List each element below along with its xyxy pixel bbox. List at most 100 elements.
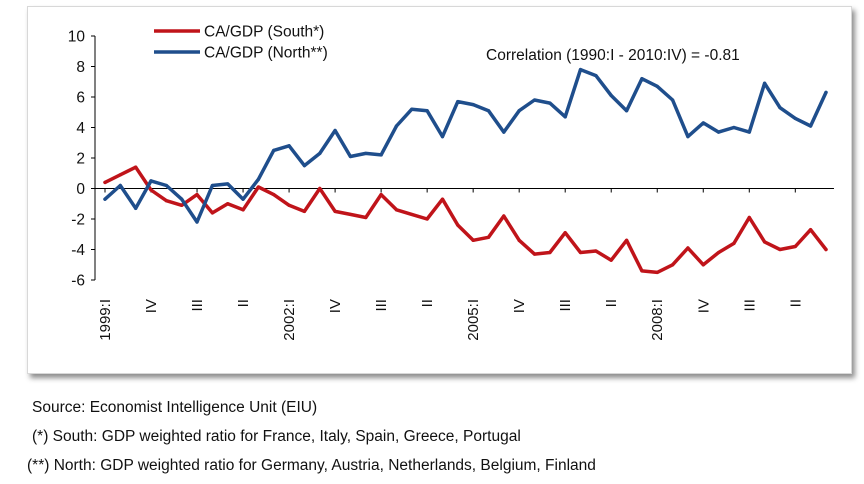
x-tick-label: II	[603, 299, 620, 307]
data-point-north	[732, 125, 736, 130]
data-point-south	[578, 250, 583, 255]
y-tick-label: 6	[76, 90, 85, 107]
data-point-south	[410, 212, 414, 217]
data-point-north	[747, 130, 751, 134]
data-point-north	[379, 153, 383, 157]
source-note: Source: Economist Intelligence Unit (EIU…	[32, 399, 318, 416]
data-point-north	[456, 99, 460, 104]
data-point-north	[778, 106, 782, 110]
data-point-south	[394, 208, 399, 212]
data-point-south	[471, 238, 475, 242]
chart-frame: 10 8 6 4 2 0 -2 -4 -6 1999:I IV III II 2002:I IV III II 2…	[27, 6, 852, 374]
data-point-north	[548, 101, 552, 105]
x-tick-label: II	[235, 299, 252, 307]
data-point-north	[287, 144, 291, 148]
x-tick-label: III	[189, 299, 206, 312]
data-point-south	[302, 209, 307, 213]
data-point-north	[210, 183, 214, 188]
data-point-south	[624, 238, 629, 242]
y-tick-label: 2	[76, 151, 85, 168]
data-point-north	[241, 197, 245, 201]
data-point-north	[502, 130, 506, 134]
data-point-south	[440, 197, 445, 201]
y-tick-label: -4	[71, 242, 85, 259]
data-point-north	[517, 109, 521, 113]
data-point-south	[563, 231, 567, 235]
data-point-south	[226, 202, 230, 206]
data-point-north	[164, 183, 168, 188]
data-point-north	[717, 130, 721, 134]
data-point-south	[732, 241, 736, 245]
data-point-north	[440, 135, 445, 139]
data-point-north	[655, 84, 659, 88]
data-point-north	[103, 197, 107, 201]
data-point-north	[134, 206, 138, 210]
data-point-north	[563, 115, 567, 119]
data-point-south	[272, 193, 276, 197]
series-line-south	[103, 165, 828, 275]
data-point-south	[532, 252, 537, 256]
data-point-south	[180, 203, 184, 207]
data-point-south	[241, 208, 245, 212]
data-point-south	[256, 185, 260, 189]
data-point-north	[272, 148, 276, 152]
data-point-south	[287, 203, 291, 207]
data-point-north	[809, 124, 813, 128]
data-point-south	[809, 228, 813, 232]
data-point-north	[763, 81, 767, 85]
data-point-north	[394, 124, 399, 128]
data-point-north	[348, 154, 353, 159]
data-point-south	[640, 269, 644, 273]
data-point-south	[763, 240, 767, 244]
data-point-south	[149, 188, 153, 192]
x-tick-label: III	[373, 299, 390, 312]
data-point-north	[532, 98, 537, 102]
data-point-south	[670, 263, 675, 267]
data-point-south	[103, 180, 107, 184]
y-tick-label: 10	[68, 29, 86, 46]
x-tick-label: 1999:I	[97, 299, 114, 341]
data-point-north	[195, 220, 199, 224]
data-point-north	[302, 164, 307, 168]
data-point-south	[164, 199, 168, 203]
data-point-south	[778, 247, 782, 252]
x-tick-label: IV	[143, 299, 160, 313]
data-point-south	[502, 214, 506, 218]
legend-label-north: CA/GDP (North**)	[204, 45, 328, 62]
legend-label-south: CA/GDP (South*)	[204, 24, 324, 41]
data-point-south	[456, 223, 460, 227]
data-point-north	[793, 116, 797, 120]
data-point-north	[410, 107, 414, 111]
x-tick-label: III	[741, 299, 758, 312]
data-point-north	[486, 109, 491, 113]
data-point-north	[364, 151, 368, 156]
north-definition-note: (**) North: GDP weighted ratio for Germa…	[27, 457, 596, 474]
y-tick-label: 4	[76, 120, 85, 137]
data-point-north	[118, 183, 122, 188]
data-point-south	[379, 193, 383, 197]
data-point-south	[594, 249, 598, 253]
data-point-south	[425, 217, 429, 221]
data-point-south	[548, 250, 552, 255]
data-point-south	[364, 215, 368, 220]
data-point-south	[701, 263, 705, 267]
data-point-north	[670, 98, 675, 102]
y-tick-label: -6	[71, 273, 85, 290]
y-tick-label: 8	[76, 59, 85, 76]
correlation-annotation: Correlation (1990:I - 2010:IV) = -0.81	[486, 47, 740, 64]
data-point-north	[701, 121, 705, 125]
data-point-south	[517, 238, 521, 242]
x-tick-label: IV	[695, 299, 712, 313]
data-point-south	[486, 235, 491, 239]
data-point-north	[226, 182, 230, 186]
data-point-south	[793, 244, 797, 249]
x-tick-label: IV	[511, 299, 528, 313]
data-point-south	[134, 165, 138, 169]
data-point-north	[594, 74, 598, 78]
data-point-south	[824, 247, 828, 252]
data-point-north	[624, 109, 629, 113]
data-point-south	[655, 270, 659, 274]
y-tick-label: -2	[71, 212, 85, 229]
data-point-north	[824, 90, 828, 95]
